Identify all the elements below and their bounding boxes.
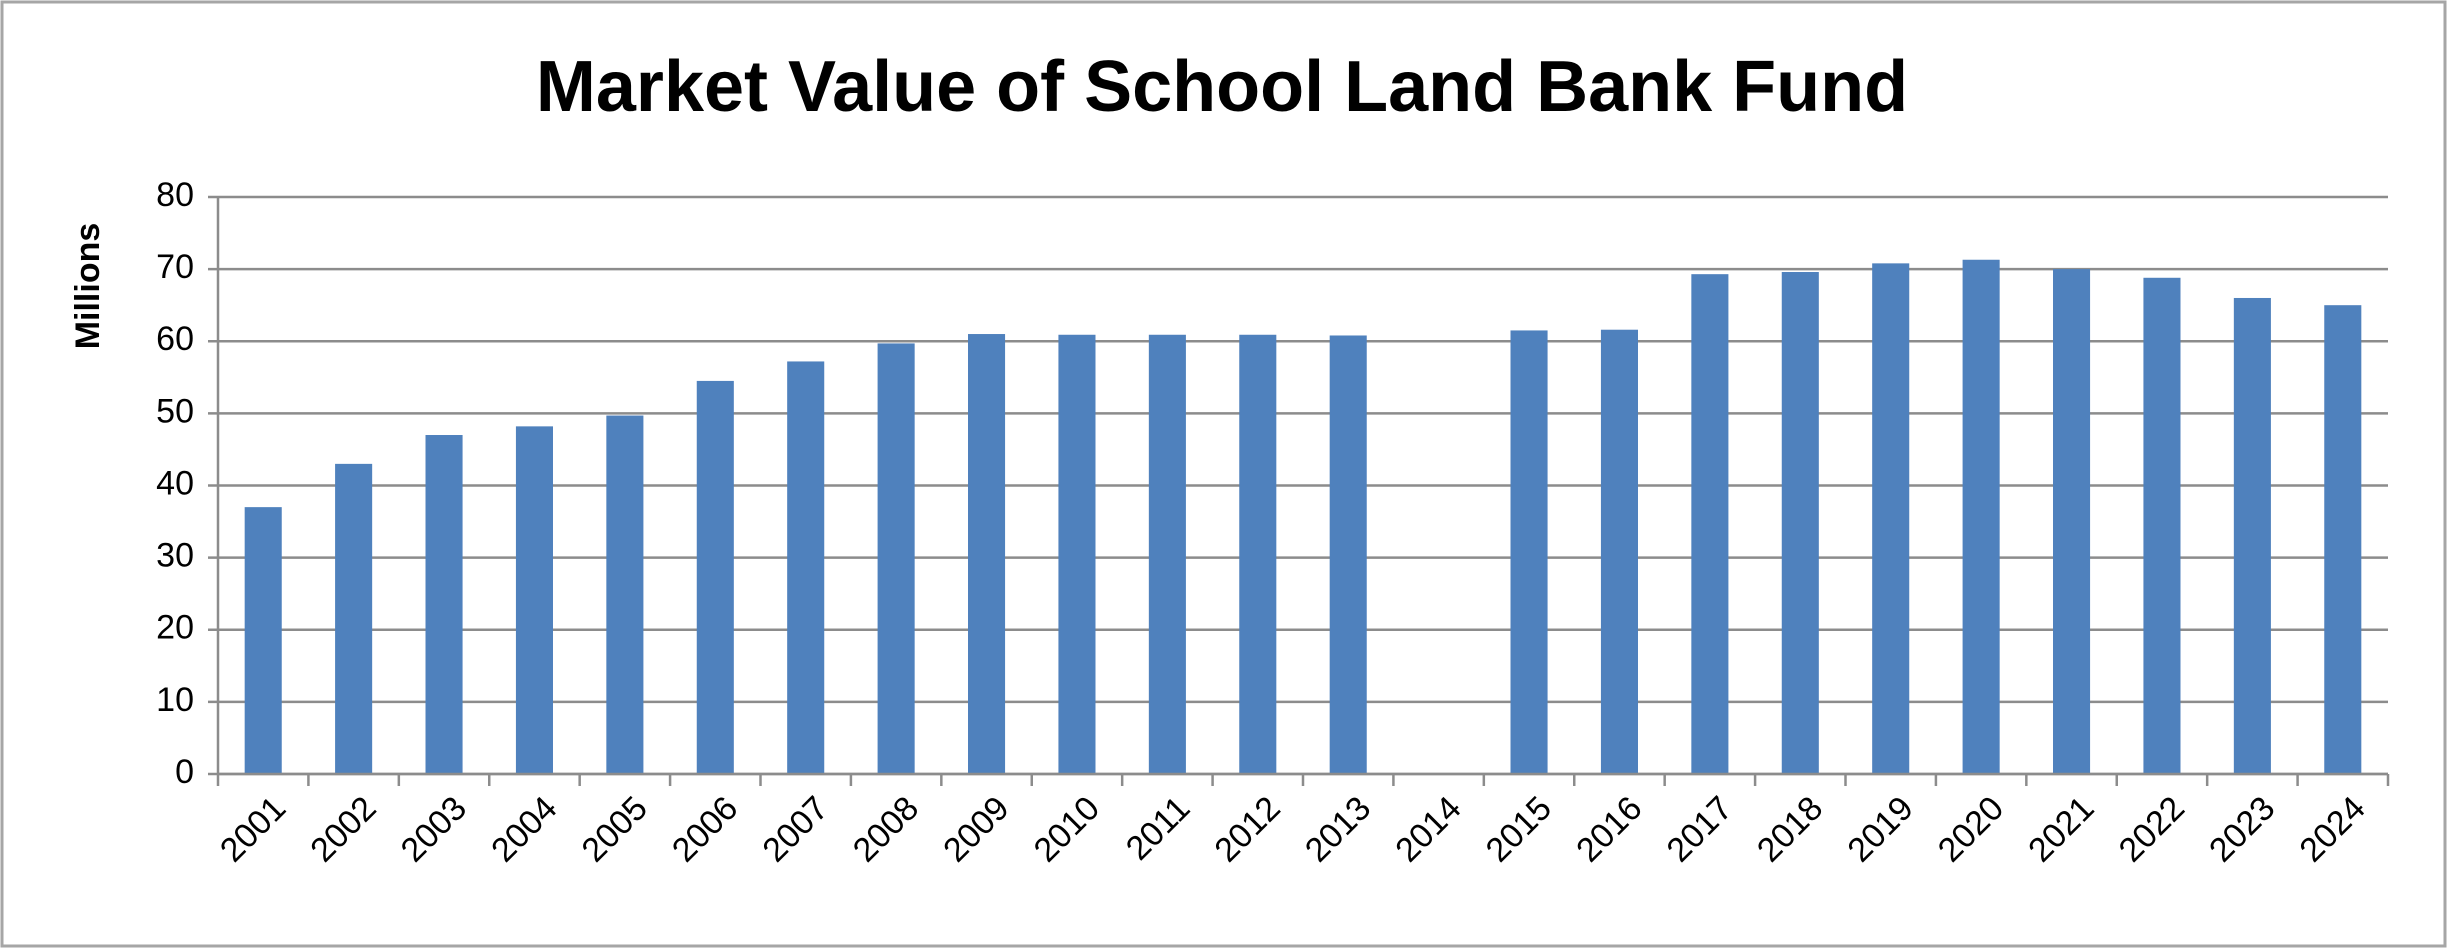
y-tick-label: 60	[156, 320, 194, 358]
bar	[877, 343, 915, 774]
bar	[1239, 334, 1277, 774]
bar	[1510, 330, 1548, 774]
bar	[425, 435, 463, 774]
y-tick-label: 70	[156, 248, 194, 286]
bar	[606, 415, 644, 774]
y-tick-label: 10	[156, 681, 194, 719]
bar	[2143, 277, 2181, 774]
bar	[1058, 334, 1096, 774]
y-tick-label: 0	[175, 753, 194, 791]
bar	[1781, 272, 1819, 774]
bar	[1691, 274, 1729, 774]
bar	[2233, 297, 2271, 774]
y-tick-label: 80	[156, 176, 194, 214]
bar	[1600, 329, 1638, 774]
bar	[515, 426, 553, 774]
bar	[968, 334, 1006, 774]
chart-title: Market Value of School Land Bank Fund	[536, 47, 1908, 127]
y-axis-label: Millions	[69, 223, 107, 350]
bar	[1148, 334, 1186, 774]
y-tick-label: 40	[156, 464, 194, 502]
bar	[335, 463, 373, 774]
bar	[696, 380, 734, 774]
bar	[244, 507, 282, 774]
bar	[787, 361, 825, 774]
bar	[1962, 259, 2000, 774]
bar	[1329, 335, 1367, 774]
y-tick-label: 50	[156, 392, 194, 430]
bar	[1872, 263, 1910, 774]
bar	[2324, 305, 2362, 774]
bar	[2053, 269, 2091, 774]
y-tick-label: 20	[156, 609, 194, 647]
y-tick-label: 30	[156, 537, 194, 575]
